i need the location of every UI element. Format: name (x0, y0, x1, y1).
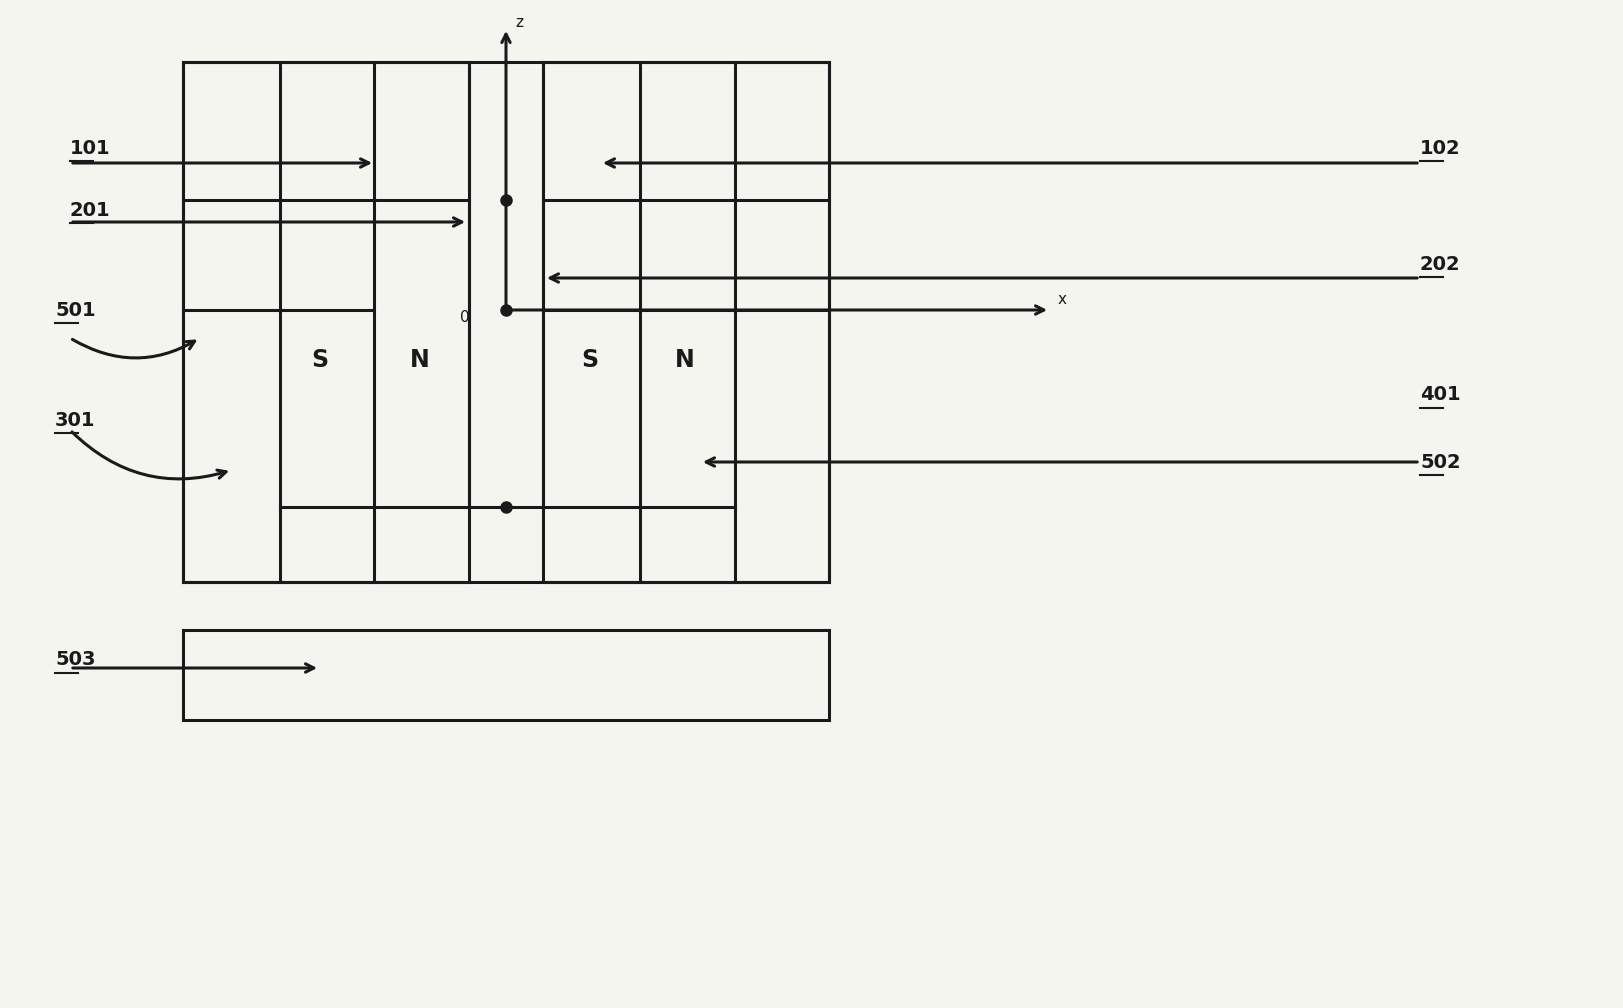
Bar (183, 630, 828, 720)
Text: x: x (1057, 292, 1066, 307)
Text: N: N (675, 348, 695, 372)
Bar (183, 62, 828, 582)
Text: 301: 301 (55, 410, 96, 429)
Text: 401: 401 (1419, 385, 1459, 404)
Text: S: S (581, 348, 599, 372)
Text: 201: 201 (70, 201, 110, 220)
Bar (183, 62, 469, 582)
Text: 101: 101 (70, 138, 110, 157)
Text: N: N (411, 348, 430, 372)
Text: 0: 0 (459, 310, 469, 326)
Text: 202: 202 (1419, 254, 1459, 273)
Text: S: S (312, 348, 328, 372)
Text: 502: 502 (1419, 453, 1459, 472)
Bar (542, 62, 828, 582)
Text: z: z (514, 14, 523, 29)
Text: 503: 503 (55, 650, 96, 669)
Text: 102: 102 (1419, 138, 1459, 157)
Text: 501: 501 (55, 300, 96, 320)
